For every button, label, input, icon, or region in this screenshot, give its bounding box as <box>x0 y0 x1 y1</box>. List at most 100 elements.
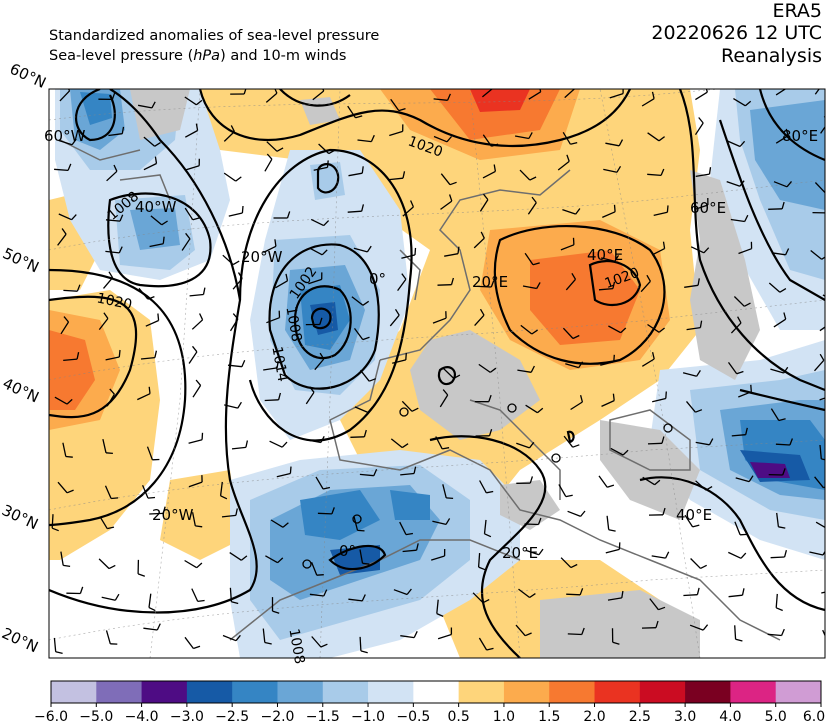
wind-barb <box>348 172 363 177</box>
wind-barb <box>728 551 742 559</box>
wind-barb <box>397 278 407 291</box>
wind-barb <box>149 512 164 515</box>
wind-barb-flag <box>572 444 580 448</box>
wind-barb <box>265 92 278 103</box>
wind-barb <box>563 435 574 448</box>
wind-barb-flag <box>613 354 615 362</box>
land-mask <box>410 330 540 440</box>
wind-barb <box>608 325 622 334</box>
wind-barb-flag <box>566 154 570 162</box>
wind-barb-flag <box>121 126 125 134</box>
wind-barb-flag <box>286 211 291 219</box>
wind-barb-flag <box>114 593 120 601</box>
wind-barb <box>439 394 449 408</box>
wind-barb <box>57 233 67 246</box>
wind-barb <box>437 284 452 286</box>
wind-barbs <box>51 89 825 655</box>
wind-barb-flag <box>622 449 629 456</box>
wind-barb-flag <box>370 134 375 142</box>
wind-barb <box>566 593 581 596</box>
wind-barb-flag <box>320 643 328 648</box>
wind-barb <box>565 363 579 369</box>
wind-barb-flag <box>620 327 627 334</box>
wind-barb-flag <box>486 490 494 494</box>
wind-barb <box>353 516 359 531</box>
wind-barb-flag <box>614 255 620 262</box>
wind-barb-flag <box>616 165 622 173</box>
wind-barb <box>768 282 781 293</box>
wind-barb-flag <box>529 176 537 181</box>
wind-barb-flag <box>789 438 794 446</box>
wind-barb <box>520 324 533 335</box>
wind-barb-flag <box>108 564 116 570</box>
wind-barb-flag <box>446 136 452 143</box>
wind-barb <box>770 408 780 421</box>
wind-barb <box>814 89 820 95</box>
wind-barb <box>393 589 408 596</box>
wind-barb-flag <box>319 352 325 360</box>
wind-barb <box>822 629 825 638</box>
wind-barb <box>185 165 200 171</box>
wind-barb <box>652 397 666 403</box>
wind-barb <box>270 519 284 528</box>
wind-barb-flag <box>783 312 787 320</box>
wind-barb <box>770 556 785 559</box>
wind-barb <box>473 237 485 249</box>
wind-barb <box>359 369 370 382</box>
wind-barb <box>269 440 283 448</box>
land-mask <box>690 170 760 380</box>
wind-barb-flag <box>783 550 788 558</box>
wind-barb-flag <box>532 262 540 266</box>
wind-barb <box>558 484 567 497</box>
wind-barb-flag <box>272 610 280 614</box>
anomaly-region <box>530 250 640 345</box>
wind-barb <box>401 254 416 259</box>
wind-barb-flag <box>608 529 616 532</box>
wind-barb-flag <box>531 329 538 335</box>
wind-barb <box>359 549 364 564</box>
wind-barb-flag <box>366 245 372 253</box>
wind-barb-flag <box>786 180 792 188</box>
wind-barb <box>647 173 662 177</box>
wind-barb <box>399 521 407 535</box>
wind-barb-flag <box>362 562 370 565</box>
wind-barb-flag <box>282 522 289 528</box>
wind-barb <box>401 400 413 412</box>
wind-barb-flag <box>529 476 534 484</box>
wind-barb-flag <box>537 517 542 525</box>
wind-barb <box>313 166 328 171</box>
wind-barb <box>263 367 278 371</box>
wind-barb <box>315 476 324 490</box>
wind-barb <box>432 520 447 526</box>
wind-barb <box>562 208 576 215</box>
wind-barb-flag <box>655 620 659 628</box>
wind-barb <box>348 598 363 602</box>
wind-barb-flag <box>480 231 485 239</box>
wind-barb <box>389 314 400 327</box>
wind-barb-flag <box>191 345 198 353</box>
wind-barb <box>776 512 780 527</box>
wind-barb <box>390 98 400 111</box>
wind-barb <box>690 246 705 254</box>
wind-barb <box>522 285 537 290</box>
wind-barb <box>694 122 704 136</box>
anomaly-region <box>80 92 112 125</box>
wind-barb <box>685 400 696 413</box>
wind-barb-flag <box>571 272 577 280</box>
wind-barb <box>433 98 448 101</box>
wind-barb <box>730 218 745 223</box>
wind-barb <box>821 591 825 594</box>
lat-label: 60°N <box>7 60 49 92</box>
lon-label: 20°W <box>241 248 283 266</box>
wind-barb <box>98 558 110 570</box>
wind-barb-flag <box>775 607 783 612</box>
wind-barb <box>771 252 786 256</box>
wind-barb-flag <box>536 282 541 289</box>
lon-label: 60°E <box>690 199 726 217</box>
anomaly-region <box>390 490 430 520</box>
wind-barb-flag <box>107 526 115 530</box>
wind-barb <box>478 363 491 373</box>
lat-label: 40°N <box>0 374 42 406</box>
wind-barb <box>181 238 191 251</box>
wind-barb <box>106 170 118 182</box>
